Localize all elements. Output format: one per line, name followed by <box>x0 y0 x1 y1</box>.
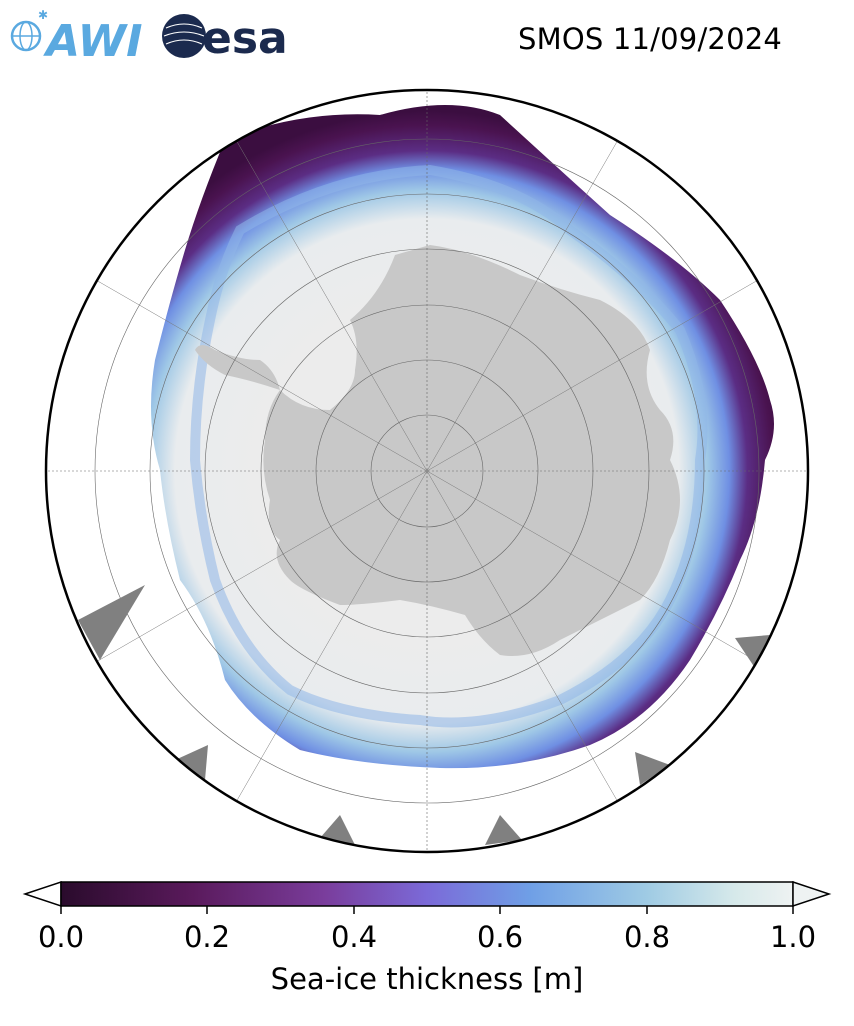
awi-logo: ✱ AWI <box>10 8 143 66</box>
colorbar-extend-low <box>22 880 62 908</box>
colorbar-ticks <box>60 906 794 914</box>
no-data-wedges <box>78 585 770 845</box>
sea-ice-inner-band <box>189 164 708 728</box>
tick-label: 1.0 <box>769 920 817 954</box>
tick-label: 0.8 <box>623 920 671 954</box>
colorbar-gradient <box>60 881 794 907</box>
map-title: SMOS 11/09/2024 <box>518 22 783 56</box>
esa-logo: esa <box>162 13 288 64</box>
map-boundary <box>44 88 810 854</box>
logos: ✱ AWI esa <box>10 8 288 66</box>
esa-logo-text: esa <box>202 13 288 64</box>
tick-label: 0.2 <box>183 920 231 954</box>
polar-map <box>44 88 810 854</box>
antarctic-peninsula <box>195 345 280 390</box>
longitude-grid-solid <box>88 132 766 810</box>
antarctica-land <box>263 245 680 656</box>
colorbar-label: Sea-ice thickness [m] <box>270 962 584 996</box>
colorbar <box>22 880 832 914</box>
colorbar-extend-high <box>792 880 832 908</box>
tick-label: 0.6 <box>476 920 524 954</box>
tick-label: 0.4 <box>330 920 378 954</box>
svg-text:✱: ✱ <box>38 8 48 22</box>
tick-label: 0.0 <box>37 920 85 954</box>
awi-logo-text: AWI <box>43 16 143 66</box>
